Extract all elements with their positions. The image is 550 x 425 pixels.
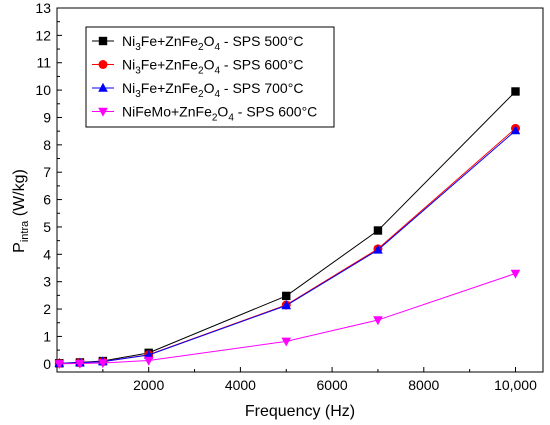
series-group — [54, 269, 521, 369]
y-axis-title-unit: (W/kg) — [11, 169, 28, 221]
y-tick-label: 8 — [43, 137, 51, 153]
legend-swatch-marker — [98, 82, 108, 92]
legend-swatch-marker — [98, 60, 108, 69]
data-point — [143, 356, 154, 366]
x-tick-label: 6000 — [317, 377, 348, 393]
y-tick-label: 1 — [43, 328, 51, 344]
legend-label: NiFeMo+ZnFe2O4 - SPS 600°C — [122, 104, 317, 124]
y-tick-label: 0 — [43, 356, 51, 372]
y-tick-label: 12 — [35, 27, 51, 43]
legend-swatch-marker — [98, 107, 108, 117]
x-tick-label: 2000 — [133, 377, 164, 393]
y-tick-label: 13 — [35, 0, 51, 16]
data-point — [54, 360, 65, 369]
legend-item: NiFeMo+ZnFe2O4 - SPS 600°C — [92, 104, 317, 124]
series-line — [59, 128, 516, 364]
data-point — [75, 359, 85, 369]
legend-swatch-marker — [98, 36, 108, 46]
legend-label: Ni3Fe+ZnFe2O4 - SPS 500°C — [122, 33, 303, 53]
y-axis-title-main: P — [11, 242, 28, 253]
legend-box — [85, 26, 335, 128]
data-point — [510, 125, 521, 135]
y-tick-label: 7 — [43, 164, 51, 180]
y-tick-label: 2 — [43, 301, 51, 317]
data-point — [373, 316, 383, 326]
series-group — [54, 123, 520, 368]
x-tick-label: 8000 — [408, 377, 439, 393]
data-point — [511, 87, 520, 96]
y-tick-label: 5 — [43, 219, 51, 235]
legend: Ni3Fe+ZnFe2O4 - SPS 500°C Ni3Fe+ZnFe2O4 -… — [85, 26, 335, 128]
data-point — [373, 226, 383, 235]
y-tick-label: 4 — [43, 246, 51, 262]
series-line — [59, 91, 516, 364]
series-group — [55, 87, 520, 368]
series-line — [59, 273, 516, 365]
legend-label: Ni3Fe+ZnFe2O4 - SPS 600°C — [122, 57, 303, 77]
y-axis-title: Pintra (W/kg) — [11, 169, 31, 253]
legend-item: Ni3Fe+ZnFe2O4 - SPS 700°C — [92, 80, 303, 100]
data-point — [98, 359, 108, 369]
x-tick-label: 10,000 — [494, 377, 537, 393]
y-tick-label: 11 — [36, 55, 51, 71]
legend-label: Ni3Fe+ZnFe2O4 - SPS 700°C — [122, 80, 303, 100]
legend-item: Ni3Fe+ZnFe2O4 - SPS 600°C — [92, 57, 303, 77]
legend-item: Ni3Fe+ZnFe2O4 - SPS 500°C — [92, 33, 303, 53]
series-line — [59, 130, 516, 364]
x-axis-title: Frequency (Hz) — [245, 403, 355, 420]
y-axis-title-subscript: intra — [19, 220, 31, 242]
series-layer — [54, 87, 521, 369]
x-tick-label: 4000 — [225, 377, 256, 393]
y-tick-label: 10 — [35, 82, 51, 98]
data-point — [282, 291, 291, 301]
data-point — [510, 269, 521, 279]
y-tick-label: 6 — [43, 192, 51, 208]
data-point — [281, 300, 292, 310]
series-group — [54, 125, 521, 367]
data-point — [143, 349, 154, 359]
y-tick-label: 9 — [43, 109, 51, 125]
y-tick-label: 3 — [43, 274, 51, 290]
data-point — [281, 337, 292, 347]
plot-frame — [56, 7, 544, 373]
data-point — [373, 244, 383, 254]
